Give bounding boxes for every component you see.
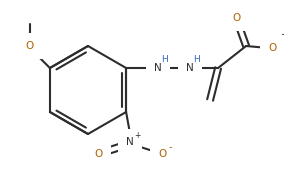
Text: H: H	[161, 55, 168, 65]
Text: O: O	[94, 149, 102, 159]
Text: O: O	[158, 149, 166, 159]
Text: N: N	[154, 63, 162, 73]
Text: O: O	[268, 43, 276, 53]
Text: O: O	[26, 41, 34, 51]
Text: N: N	[126, 137, 134, 147]
Text: N: N	[186, 63, 194, 73]
Text: H: H	[193, 55, 200, 65]
Text: -: -	[168, 142, 172, 152]
Text: O: O	[232, 13, 240, 23]
Text: +: +	[134, 131, 140, 140]
